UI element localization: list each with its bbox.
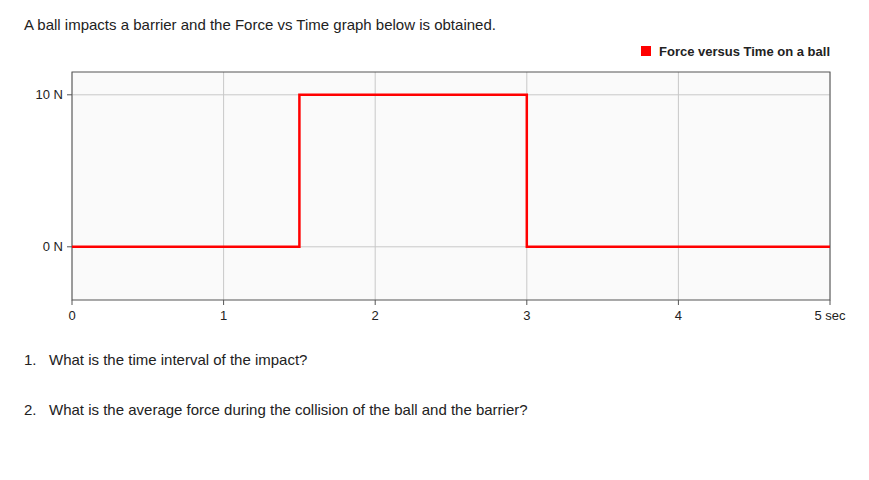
x-tick-label: 0 — [68, 308, 75, 323]
grid — [72, 72, 830, 300]
x-tick-label: 4 — [675, 308, 682, 323]
y-tick-label: 10 N — [36, 87, 63, 102]
line — [72, 95, 830, 247]
plot-frame — [72, 72, 830, 300]
y-tick-label: 0 N — [43, 239, 63, 254]
x-tick — [72, 300, 73, 305]
x-tick-label: 5 sec — [814, 308, 846, 323]
legend: Force versus Time on a ball — [641, 44, 830, 59]
legend-label: Force versus Time on a ball — [659, 44, 830, 59]
x-grid-line — [223, 72, 224, 300]
x-grid-line — [678, 72, 679, 300]
y-tick — [67, 246, 72, 247]
y-tick — [67, 94, 72, 95]
title: A ball impacts a barrier and the Force v… — [24, 16, 496, 33]
x-tick — [223, 300, 224, 305]
annotation: 2. What is the average force during the … — [24, 401, 528, 418]
legend-swatch — [641, 46, 651, 56]
x-tick — [375, 300, 376, 305]
x-tick-label: 2 — [372, 308, 379, 323]
x-tick — [526, 300, 527, 305]
x-tick-label: 3 — [523, 308, 530, 323]
x-tick-label: 1 — [220, 308, 227, 323]
plot-area — [72, 72, 830, 300]
chart: A ball impacts a barrier and the Force v… — [0, 0, 869, 480]
x-tick — [830, 300, 831, 305]
x-grid-line — [375, 72, 376, 300]
series-group — [72, 95, 830, 247]
x-tick — [678, 300, 679, 305]
annotation: 1. What is the time interval of the impa… — [24, 351, 307, 368]
